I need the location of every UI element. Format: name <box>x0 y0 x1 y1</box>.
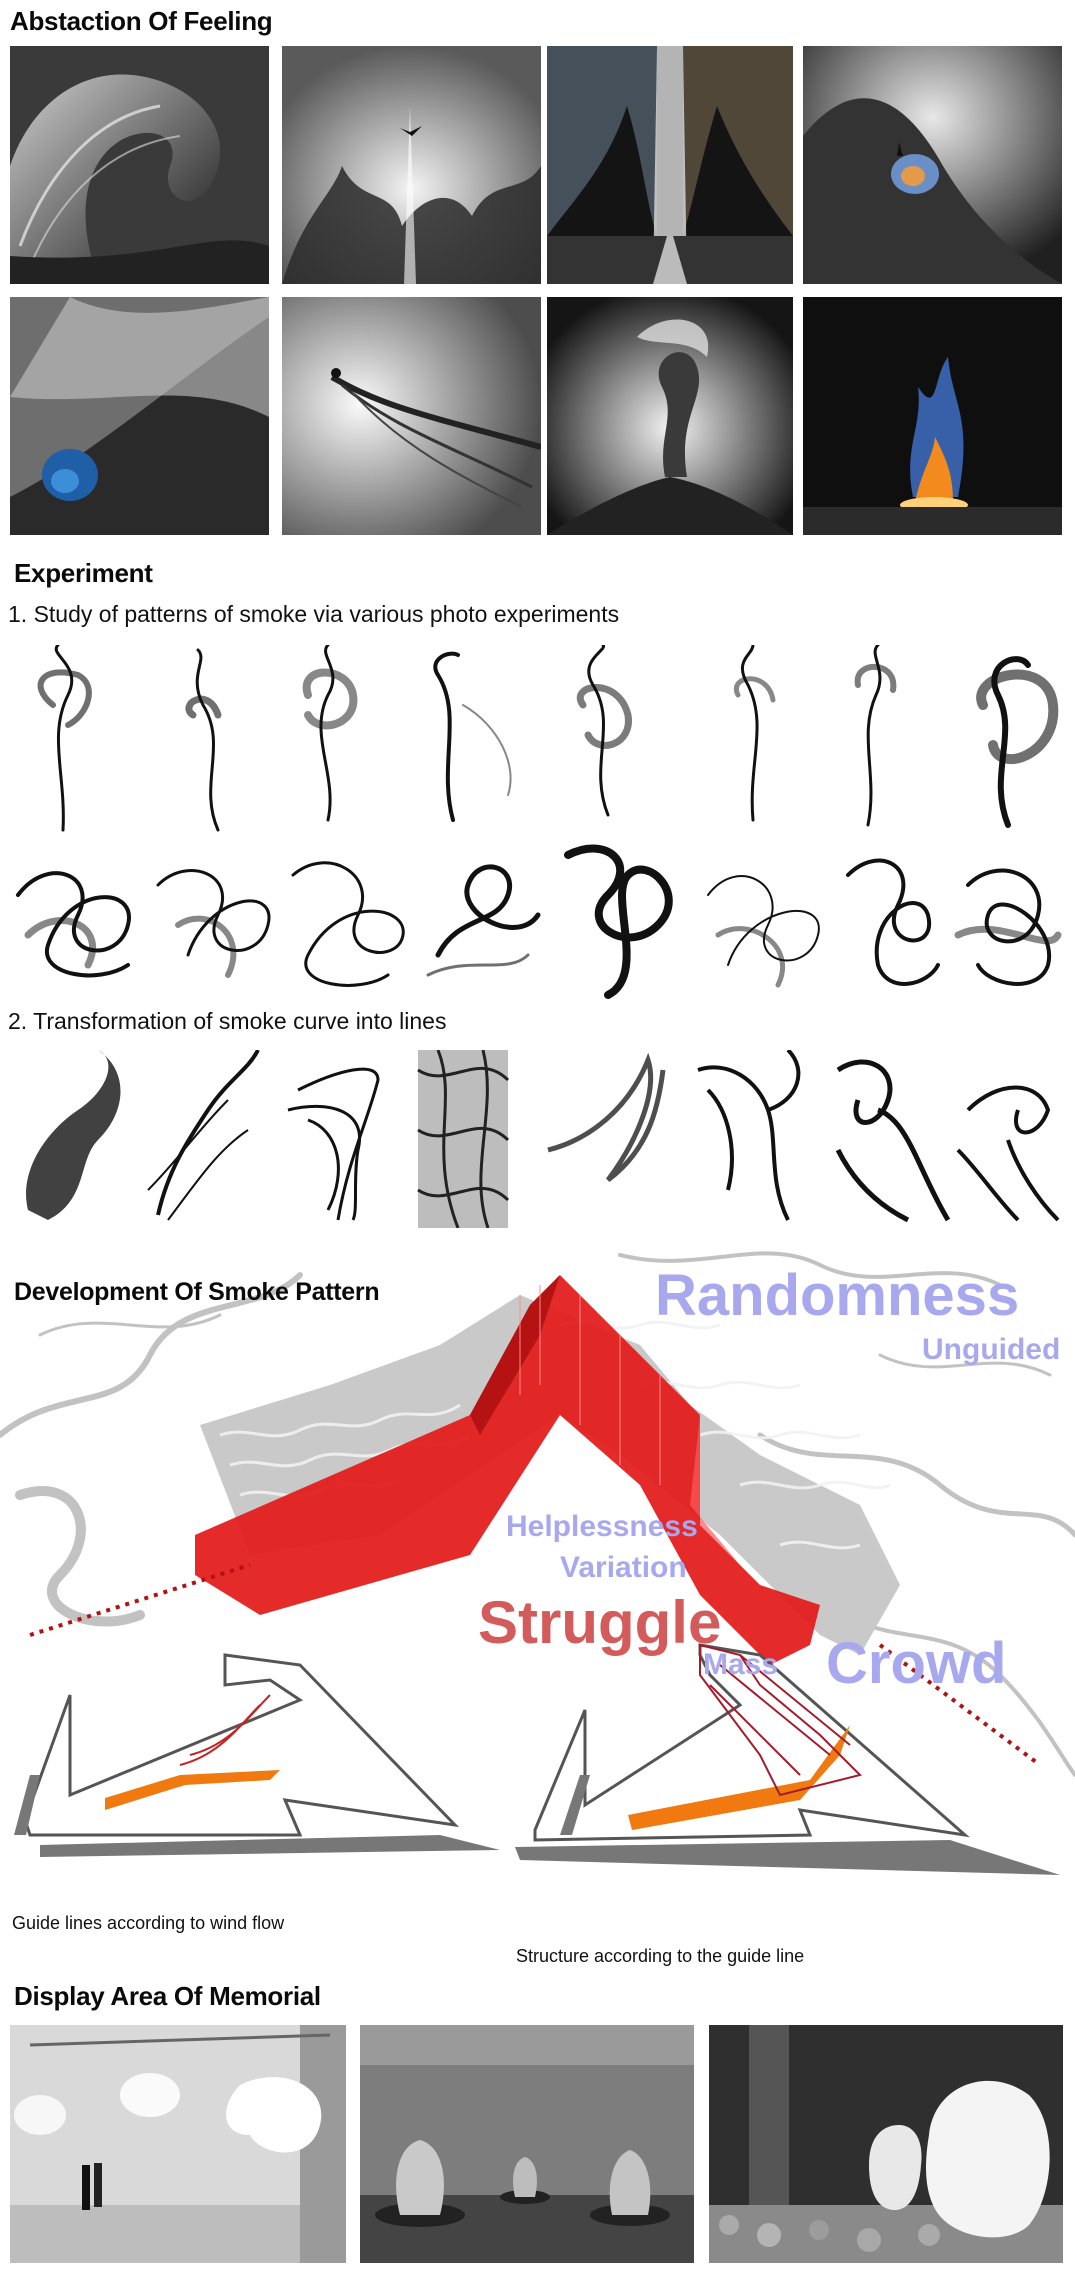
section-title-experiment: Experiment <box>14 558 153 588</box>
smoke-plume-6 <box>733 645 776 822</box>
smoke-plume-row <box>8 645 1068 833</box>
smoke-plume-3 <box>302 645 358 822</box>
blue-smoke-slope-photo <box>10 297 269 535</box>
word-helplessness: Helplessness <box>506 1510 698 1543</box>
wave-photo <box>10 46 269 284</box>
smoke-curve-5 <box>547 1052 666 1182</box>
word-variation: Variation <box>560 1551 687 1584</box>
figure-on-smoke-branch-photo <box>282 297 541 535</box>
word-crowd: Crowd <box>826 1631 1007 1696</box>
smoke-curve-3 <box>287 1067 380 1221</box>
word-mass: Mass <box>703 1648 779 1681</box>
background-smoke <box>0 1251 1075 1777</box>
smoke-curve-7 <box>835 1059 951 1223</box>
smoke-knot-3 <box>291 861 405 987</box>
word-unguided: Unguided <box>922 1333 1061 1366</box>
experiment-step-1: 1. Study of patterns of smoke via variou… <box>8 601 620 627</box>
section-title-display: Display Area Of Memorial <box>14 1981 321 2011</box>
section-title-abstraction: Abstaction Of Feeling <box>10 6 273 36</box>
smoke-plume-4 <box>433 651 512 822</box>
smoke-knot-5 <box>564 844 673 999</box>
smoke-knot-1 <box>16 871 131 978</box>
smoke-knot-row <box>8 835 1068 1005</box>
caption-guide-lines: Guide lines according to wind flow <box>12 1913 285 1933</box>
floating-heads-gallery-photo <box>10 2025 346 2263</box>
smoke-curve-6 <box>697 1050 801 1221</box>
site-plan-left <box>14 1653 500 1857</box>
experiment-step-2: 2. Transformation of smoke curve into li… <box>8 1008 447 1034</box>
site-plan-right <box>515 1643 1060 1875</box>
smoke-curve-8 <box>956 1085 1060 1222</box>
bird-over-smoke-photo <box>282 46 541 284</box>
smoke-curve-4 <box>417 1050 510 1228</box>
smoke-plume-5 <box>576 645 632 817</box>
smoke-tree-photo <box>547 297 793 535</box>
smoke-knot-8 <box>954 868 1062 986</box>
smoke-plume-7 <box>854 645 897 827</box>
smoke-knot-6 <box>707 875 820 988</box>
giant-heads-gallery-photo <box>709 2025 1063 2263</box>
smoke-plume-2 <box>185 648 222 832</box>
smoke-pattern-diagram <box>0 1235 1075 1875</box>
smoke-curve-row <box>8 1050 1068 1228</box>
smoke-curve-2 <box>147 1050 260 1221</box>
smoke-forest-corridor-photo <box>547 46 793 284</box>
smoke-knot-7 <box>846 858 940 986</box>
smoke-knot-2 <box>156 869 271 978</box>
word-struggle: Struggle <box>478 1589 722 1656</box>
section-title-development: Development Of Smoke Pattern <box>14 1278 380 1306</box>
figures-on-slope-photo <box>803 46 1062 284</box>
smoke-plume-8 <box>976 656 1059 828</box>
word-randomness: Randomness <box>655 1263 1020 1328</box>
fire-photo <box>803 297 1062 535</box>
smoke-knot-4 <box>426 864 541 977</box>
mesh-figures-gallery-photo <box>360 2025 694 2263</box>
smoke-curve-1 <box>26 1050 121 1220</box>
smoke-plume-1 <box>37 645 92 832</box>
caption-structure: Structure according to the guide line <box>516 1946 805 1966</box>
